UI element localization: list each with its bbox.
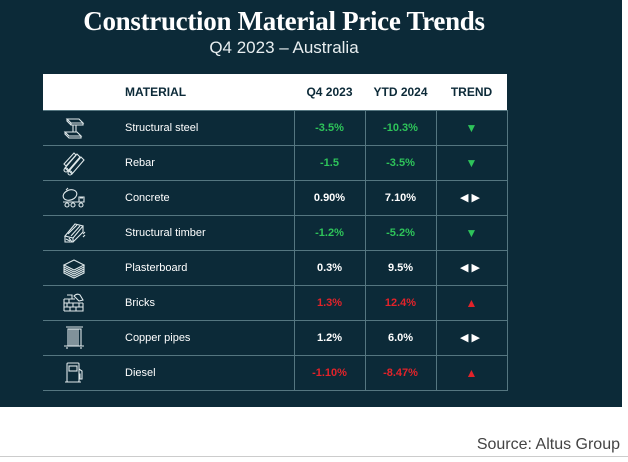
ytd-value: -8.47% — [364, 355, 437, 391]
trend-cell: ▲ — [435, 285, 508, 321]
trend-down-icon: ▼ — [465, 155, 478, 170]
table-row: Bricks 1.3% 12.4% ▲ — [43, 285, 508, 321]
table-row: Plasterboard 0.3% 9.5% ◀▶ — [43, 250, 508, 286]
steel-beam-icon — [43, 110, 105, 146]
table-row: Structural timber -1.2% -5.2% ▼ — [43, 215, 508, 251]
table-row: Structural steel -3.5% -10.3% ▼ — [43, 110, 508, 146]
chart-subtitle: Q4 2023 – Australia — [209, 38, 359, 57]
trend-flat-icon: ◀▶ — [460, 262, 483, 274]
header-q4: Q4 2023 — [294, 74, 365, 111]
bricks-icon — [43, 285, 105, 321]
q4-value: 0.3% — [293, 250, 366, 286]
trend-flat-icon: ◀▶ — [460, 192, 483, 204]
ytd-value: 6.0% — [364, 320, 437, 356]
material-name: Copper pipes — [105, 320, 295, 356]
copper-pipes-icon — [43, 320, 105, 356]
ytd-value: -10.3% — [364, 110, 437, 146]
q4-value: 1.2% — [293, 320, 366, 356]
ytd-value: 9.5% — [364, 250, 437, 286]
header-material: MATERIAL — [105, 74, 294, 111]
ytd-value: -3.5% — [364, 145, 437, 181]
trend-cell: ▼ — [435, 215, 508, 251]
table-header-row: MATERIAL Q4 2023 YTD 2024 TREND — [43, 74, 507, 111]
trend-cell: ◀▶ — [435, 320, 508, 356]
q4-value: 1.3% — [293, 285, 366, 321]
trend-cell: ◀▶ — [435, 180, 508, 216]
trend-down-icon: ▼ — [465, 225, 478, 240]
q4-value: -1.5 — [293, 145, 366, 181]
trend-up-icon: ▲ — [465, 295, 478, 310]
plasterboard-icon — [43, 250, 105, 286]
material-name: Structural steel — [105, 110, 295, 146]
table-row: Copper pipes 1.2% 6.0% ◀▶ — [43, 320, 508, 356]
q4-value: 0.90% — [293, 180, 366, 216]
q4-value: -1.10% — [293, 355, 366, 391]
trend-up-icon: ▲ — [465, 365, 478, 380]
rebar-icon — [43, 145, 105, 181]
header-ytd: YTD 2024 — [365, 74, 436, 111]
trend-cell: ▲ — [435, 355, 508, 391]
material-name: Concrete — [105, 180, 295, 216]
material-name: Structural timber — [105, 215, 295, 251]
trend-cell: ◀▶ — [435, 250, 508, 286]
chart-title: Construction Material Price Trends — [83, 6, 485, 36]
material-name: Rebar — [105, 145, 295, 181]
concrete-mixer-icon — [43, 180, 105, 216]
ytd-value: 7.10% — [364, 180, 437, 216]
trend-cell: ▼ — [435, 110, 508, 146]
material-name: Bricks — [105, 285, 295, 321]
q4-value: -3.5% — [293, 110, 366, 146]
trend-down-icon: ▼ — [465, 120, 478, 135]
divider — [0, 456, 628, 457]
table-row: Concrete 0.90% 7.10% ◀▶ — [43, 180, 508, 216]
header-trend: TREND — [436, 74, 507, 111]
timber-icon — [43, 215, 105, 251]
material-name: Plasterboard — [105, 250, 295, 286]
q4-value: -1.2% — [293, 215, 366, 251]
infographic-panel: Construction Material Price Trends Q4 20… — [0, 0, 622, 407]
ytd-value: -5.2% — [364, 215, 437, 251]
table-row: Rebar -1.5 -3.5% ▼ — [43, 145, 508, 181]
header-icon-col — [43, 74, 105, 111]
material-name: Diesel — [105, 355, 295, 391]
ytd-value: 12.4% — [364, 285, 437, 321]
price-table: MATERIAL Q4 2023 YTD 2024 TREND Structur… — [43, 74, 508, 391]
trend-cell: ▼ — [435, 145, 508, 181]
table-row: Diesel -1.10% -8.47% ▲ — [43, 355, 508, 391]
fuel-pump-icon — [43, 355, 105, 391]
source-credit: Source: Altus Group — [476, 436, 620, 453]
trend-flat-icon: ◀▶ — [460, 332, 483, 344]
